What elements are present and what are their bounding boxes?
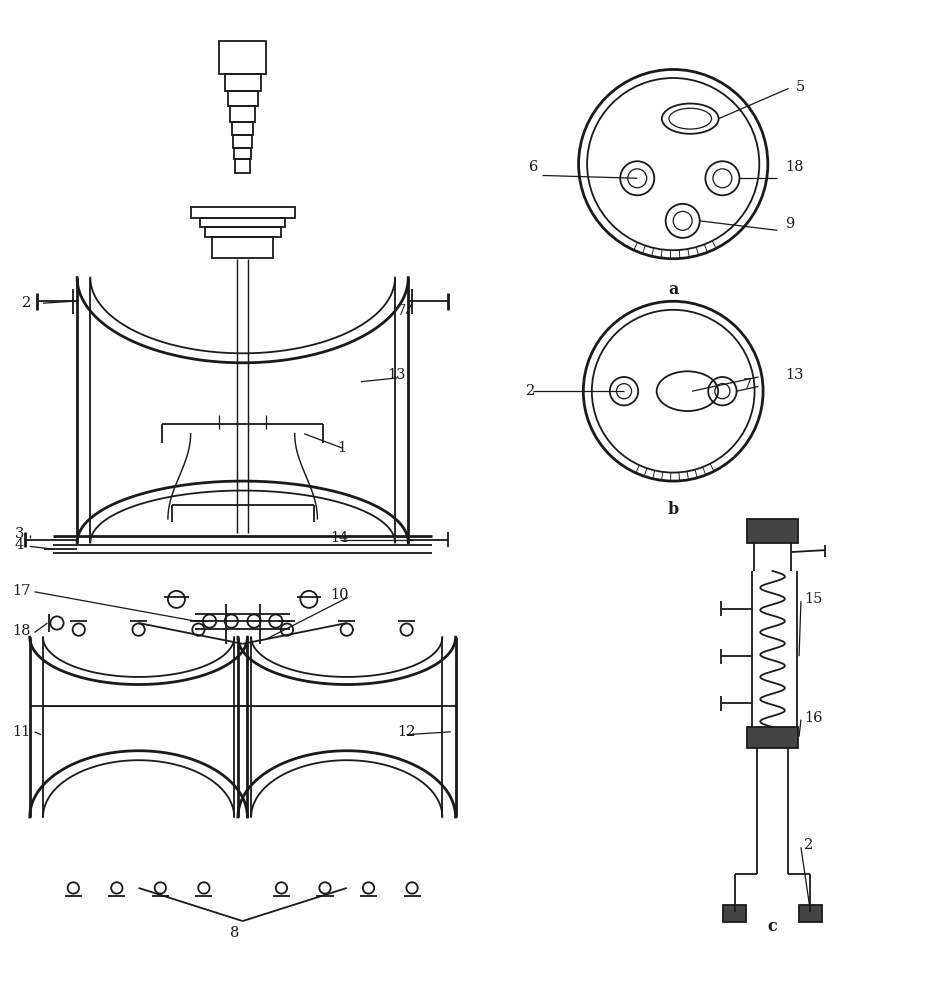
Text: 18: 18 bbox=[785, 160, 804, 174]
Bar bbox=[234, 148, 251, 159]
Text: 5: 5 bbox=[796, 80, 806, 94]
Text: 13: 13 bbox=[785, 368, 804, 382]
Text: 6: 6 bbox=[530, 160, 539, 174]
Text: 1: 1 bbox=[337, 441, 346, 455]
Text: 13: 13 bbox=[387, 368, 406, 382]
Text: 15: 15 bbox=[804, 592, 822, 606]
Text: 8: 8 bbox=[231, 926, 240, 940]
Bar bbox=[233, 122, 253, 135]
Text: 9: 9 bbox=[785, 217, 794, 231]
Text: 2: 2 bbox=[526, 384, 535, 398]
Text: 17: 17 bbox=[12, 584, 31, 598]
Bar bbox=[219, 41, 267, 74]
Text: 4: 4 bbox=[14, 538, 24, 552]
Bar bbox=[225, 74, 261, 91]
Bar bbox=[228, 91, 258, 106]
Text: 3: 3 bbox=[14, 527, 24, 541]
Bar bbox=[799, 905, 822, 922]
Text: c: c bbox=[768, 918, 777, 935]
Bar bbox=[191, 207, 295, 218]
Text: 10: 10 bbox=[330, 588, 349, 602]
Bar bbox=[200, 218, 286, 227]
Text: 2: 2 bbox=[22, 296, 31, 310]
Bar bbox=[231, 106, 255, 122]
Text: a: a bbox=[668, 281, 679, 298]
Text: 16: 16 bbox=[804, 711, 822, 725]
Bar bbox=[205, 227, 281, 237]
Bar bbox=[747, 727, 798, 748]
Bar bbox=[723, 905, 746, 922]
Text: 7: 7 bbox=[397, 304, 406, 318]
Text: 11: 11 bbox=[12, 725, 31, 739]
Text: 2: 2 bbox=[804, 838, 813, 852]
Text: b: b bbox=[668, 501, 679, 518]
Bar bbox=[213, 237, 273, 258]
Bar bbox=[747, 519, 798, 543]
Bar bbox=[235, 159, 251, 173]
Bar bbox=[233, 135, 252, 148]
Text: 7: 7 bbox=[743, 378, 753, 392]
Text: 18: 18 bbox=[12, 624, 31, 638]
Text: 14: 14 bbox=[330, 531, 349, 545]
Text: 12: 12 bbox=[397, 725, 416, 739]
